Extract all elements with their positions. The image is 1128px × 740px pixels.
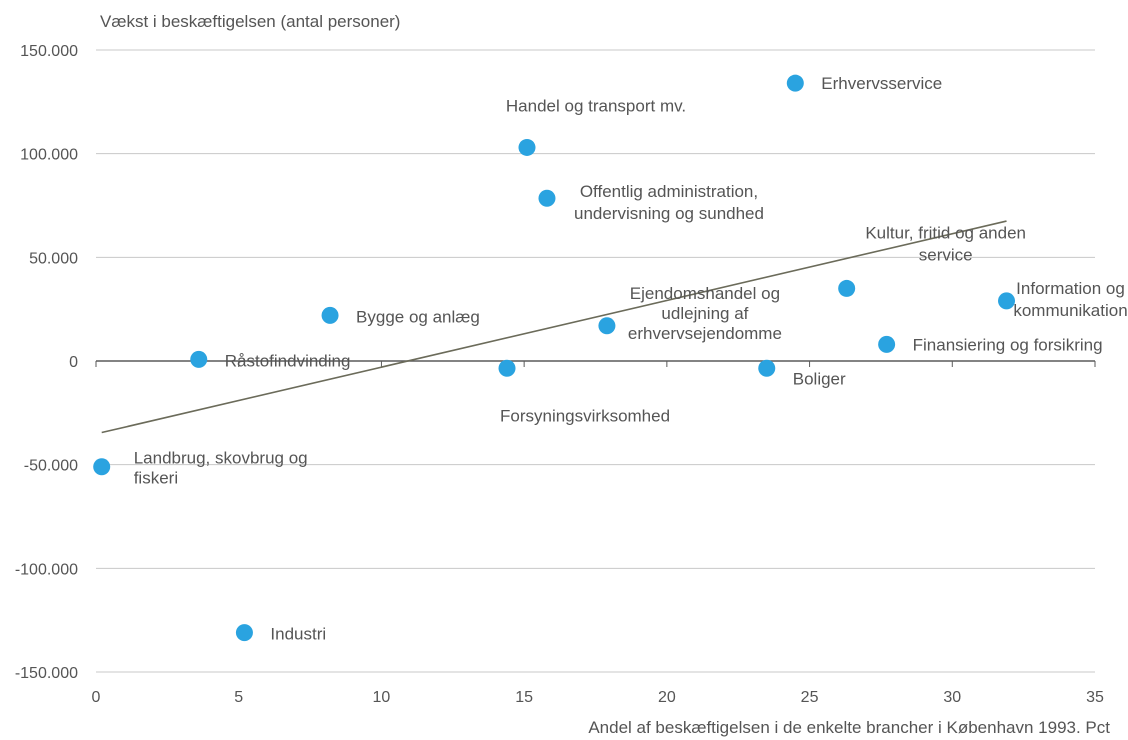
data-point	[190, 350, 208, 368]
data-point-label: kommunikation	[1013, 301, 1127, 320]
data-point-label: Handel og transport mv.	[506, 96, 686, 115]
data-point-label: Råstofindvinding	[225, 351, 351, 370]
y-tick-label: -100.000	[15, 561, 78, 578]
y-tick-label: 150.000	[20, 43, 78, 60]
data-point	[498, 359, 516, 377]
data-point-label: fiskeri	[134, 469, 178, 488]
y-tick-label: -150.000	[15, 665, 78, 682]
x-axis-title: Andel af beskæftigelsen i de enkelte bra…	[588, 718, 1110, 737]
data-point-label: Ejendomshandel og	[630, 284, 780, 303]
trend-line	[101, 220, 1007, 434]
data-point-label: Finansiering og forsikring	[913, 335, 1103, 354]
data-point	[518, 138, 536, 156]
data-point-label: Offentlig administration,	[580, 182, 758, 201]
data-point	[538, 189, 556, 207]
data-point	[998, 292, 1016, 310]
data-point	[786, 74, 804, 92]
data-point	[758, 359, 776, 377]
data-point-label: Bygge og anlæg	[356, 307, 480, 326]
data-point	[838, 279, 856, 297]
data-point-label: udlejning af	[661, 304, 748, 323]
data-point	[93, 458, 111, 476]
data-point	[321, 306, 339, 324]
x-tick-label: 35	[1086, 689, 1104, 706]
y-axis-title: Vækst i beskæftigelsen (antal personer)	[100, 12, 401, 31]
x-tick-label: 10	[373, 689, 391, 706]
x-tick-label: 30	[943, 689, 961, 706]
data-point-label: service	[919, 245, 973, 264]
data-point	[598, 317, 616, 335]
x-tick-label: 5	[234, 689, 243, 706]
y-tick-label: 0	[69, 354, 78, 371]
data-point-label: undervisning og sundhed	[574, 204, 764, 223]
x-tick-label: 15	[515, 689, 533, 706]
data-point-label: Kultur, fritid og anden	[865, 223, 1026, 242]
data-point-label: Landbrug, skovbrug og	[134, 449, 308, 468]
data-point-label: Erhvervsservice	[821, 74, 942, 93]
data-point-label: Industri	[270, 625, 326, 644]
y-tick-label: -50.000	[24, 458, 78, 475]
data-point	[235, 624, 253, 642]
data-point-label: erhvervsejendomme	[628, 324, 782, 343]
data-point	[878, 335, 896, 353]
data-point-label: Information og	[1016, 279, 1125, 298]
y-tick-label: 50.000	[29, 250, 78, 267]
y-tick-label: 100.000	[20, 147, 78, 164]
x-tick-label: 25	[801, 689, 819, 706]
x-tick-label: 20	[658, 689, 676, 706]
x-tick-label: 0	[92, 689, 101, 706]
data-point-label: Forsyningsvirksomhed	[500, 406, 670, 425]
data-point-label: Boliger	[793, 369, 846, 388]
